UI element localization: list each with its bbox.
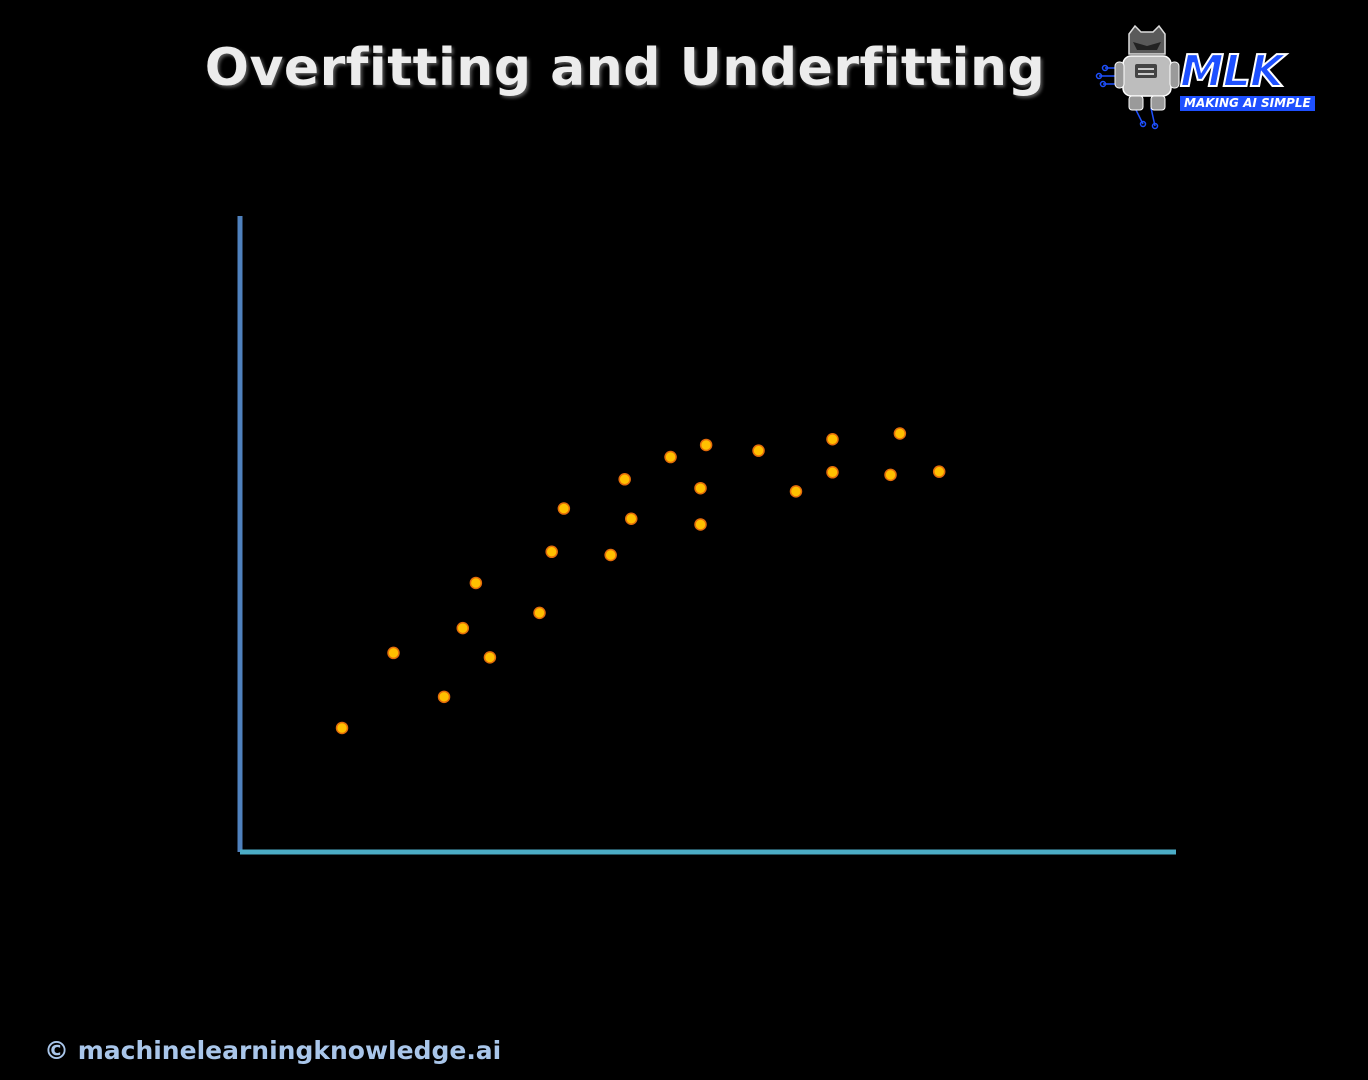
data-point — [533, 606, 546, 620]
data-point — [624, 512, 638, 525]
data-point — [664, 450, 677, 464]
data-point — [694, 481, 707, 495]
data-point — [437, 690, 451, 704]
data-point — [699, 438, 713, 452]
data-point — [604, 548, 617, 562]
data-point — [387, 646, 400, 660]
logo-tagline: MAKING AI SIMPLE — [1180, 96, 1315, 111]
data-point — [618, 473, 631, 486]
data-point — [483, 651, 497, 664]
data-point — [826, 432, 839, 446]
data-point — [932, 465, 946, 478]
data-point — [826, 466, 839, 479]
data-point — [335, 721, 349, 735]
data-point — [456, 621, 470, 635]
data-point — [545, 545, 558, 559]
data-point — [789, 485, 803, 498]
data-point — [893, 427, 907, 440]
data-point — [694, 518, 707, 531]
robot-icon — [1095, 24, 1180, 130]
data-points — [335, 427, 946, 735]
logo-brand: MLK — [1179, 46, 1285, 97]
data-point — [557, 502, 571, 515]
copyright-footer: © machinelearningknowledge.ai — [44, 1036, 502, 1065]
data-point — [752, 444, 765, 457]
data-point — [469, 576, 483, 590]
page-title: Overfitting and Underfitting — [204, 38, 1046, 98]
data-point — [884, 468, 897, 482]
